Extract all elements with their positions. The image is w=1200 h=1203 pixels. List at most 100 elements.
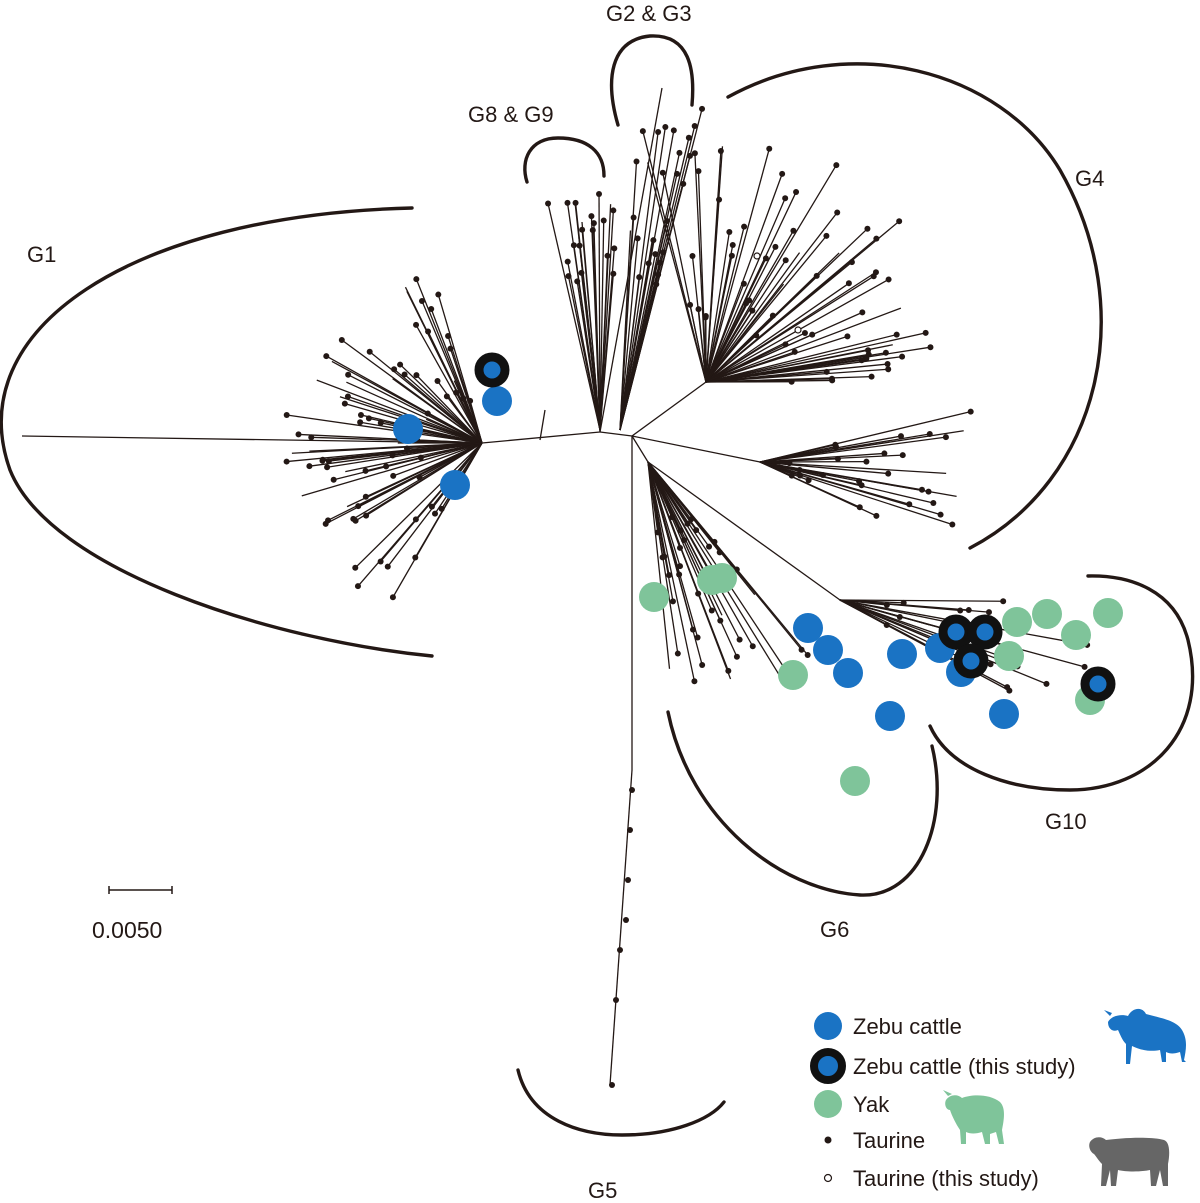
- tree-branch: [705, 226, 745, 383]
- clade-label-g4: G4: [1075, 166, 1104, 191]
- taurine-tip: [769, 312, 776, 319]
- taurine-tip: [832, 443, 839, 450]
- tree-branch: [694, 153, 707, 383]
- tree-branch: [647, 461, 716, 583]
- zebu-marker: [482, 386, 512, 416]
- tree-branch: [619, 131, 659, 431]
- taurine-tip: [413, 321, 420, 328]
- taurine-tip: [762, 255, 769, 262]
- taurine-tip: [570, 242, 577, 249]
- tree-branch: [705, 230, 794, 383]
- tree-branch: [311, 436, 483, 444]
- taurine-tip: [746, 297, 753, 304]
- legend-label-taurine: Taurine: [853, 1128, 925, 1153]
- taurine-tip: [1006, 687, 1013, 694]
- zebu-marker: [813, 635, 843, 665]
- taurine-tip: [772, 243, 779, 250]
- taurine-tip: [306, 463, 313, 470]
- taurine-tip: [779, 170, 786, 177]
- taurine-tip: [1000, 598, 1007, 605]
- taurine-tip: [674, 650, 681, 657]
- tree-branch: [759, 436, 947, 463]
- taurine-tip: [428, 503, 435, 510]
- taurine-tip: [283, 458, 290, 465]
- taurine-tip: [397, 361, 404, 368]
- taurine-tip: [416, 474, 423, 481]
- tree-branch: [662, 172, 707, 383]
- taurine-tip: [987, 661, 994, 668]
- taurine-tip: [937, 511, 944, 518]
- clade-arc-g6: [666, 710, 939, 897]
- tree-branch: [399, 364, 483, 444]
- taurine-tip: [680, 537, 687, 544]
- taurine-tip: [717, 617, 724, 624]
- clade-arc-g1: [0, 206, 434, 658]
- taurine-tip: [357, 411, 364, 418]
- taurine-tip: [691, 150, 698, 157]
- clade-label-g10: G10: [1045, 809, 1087, 834]
- taurine-tip: [564, 199, 571, 206]
- taurine-tip: [428, 306, 435, 313]
- taurine-tip: [617, 947, 623, 953]
- tree-branch: [705, 261, 853, 383]
- taurine-tip: [885, 366, 892, 373]
- taurine-tip: [927, 344, 934, 351]
- taurine-tip: [695, 306, 702, 313]
- taurine-tip: [677, 527, 684, 534]
- tree-branch: [705, 333, 813, 383]
- tree-branch: [619, 254, 656, 431]
- clade-arc-g4: [726, 62, 1103, 550]
- taurine-tip: [856, 504, 863, 511]
- taurine-tip: [740, 280, 747, 287]
- legend-label-zebu-this-study: Zebu cattle (this study): [853, 1054, 1076, 1079]
- clade-label-g8-g9: G8 & G9: [468, 102, 554, 127]
- yak-marker: [1002, 607, 1032, 637]
- taurine-tip: [788, 378, 795, 385]
- taurine-tip: [579, 226, 586, 233]
- taurine-tip: [689, 253, 696, 260]
- taurine-tip: [565, 273, 572, 280]
- taurine-tip: [691, 678, 698, 685]
- zebu-marker: [393, 414, 423, 444]
- tree-branch: [599, 248, 615, 431]
- yak-marker: [1093, 598, 1123, 628]
- taurine-tip: [725, 667, 732, 674]
- taurine-tip: [782, 341, 789, 348]
- tree-branch: [705, 197, 786, 383]
- taurine-tip: [383, 463, 390, 470]
- tree-branch: [705, 282, 850, 383]
- taurine-tip: [926, 431, 933, 438]
- tree-branch: [322, 442, 483, 462]
- tree-branch: [392, 442, 483, 477]
- taurine-tip: [357, 419, 364, 426]
- clade-label-g1: G1: [27, 242, 56, 267]
- taurine-tip: [873, 235, 880, 242]
- taurine-tip: [447, 345, 454, 352]
- taurine-tip: [684, 520, 691, 527]
- taurine-tip: [893, 331, 900, 338]
- taurine-tip: [753, 332, 760, 339]
- taurine-tip: [366, 348, 373, 355]
- tree-branch: [705, 363, 888, 383]
- taurine-tip: [417, 454, 424, 461]
- tree-branch: [566, 202, 601, 431]
- taurine-tip: [896, 218, 903, 225]
- taurine-tip: [325, 458, 332, 465]
- tree-branch: [415, 278, 483, 444]
- tree-branch: [599, 220, 605, 431]
- taurine-tip: [418, 297, 425, 304]
- taurine-tip: [985, 609, 992, 616]
- taurine-tip: [345, 371, 352, 378]
- taurine-tip: [677, 563, 684, 570]
- taurine-tip: [413, 372, 420, 379]
- taurine-tip: [295, 431, 302, 438]
- legend-marker-yak: [814, 1090, 842, 1118]
- taurine-this-study-tips: [753, 252, 802, 334]
- tree-branch: [316, 379, 483, 444]
- tree-branch: [759, 461, 953, 526]
- zebu-silhouette-icon: [1104, 1008, 1186, 1064]
- taurine-tip: [438, 505, 445, 512]
- tree-branch: [647, 461, 681, 549]
- tree-branch: [385, 442, 483, 468]
- taurine-tip: [384, 563, 391, 570]
